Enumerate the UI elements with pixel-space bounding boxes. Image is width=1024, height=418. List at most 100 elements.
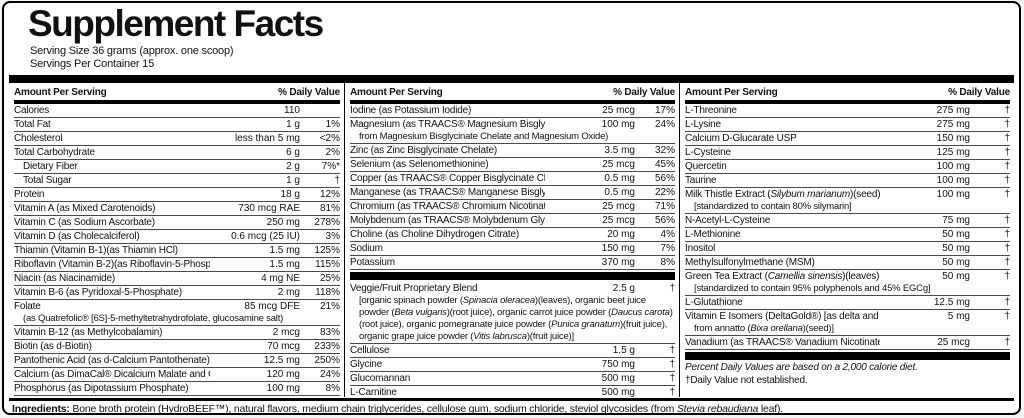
nutrient-amount: 100 mg [601, 119, 635, 130]
nutrient-row: Riboflavin (Vitamin B-2)(as Riboflavin-5… [14, 258, 340, 272]
nutrient-daily-value: 1% [325, 119, 340, 130]
nutrient-row: Vitamin A (as Mixed Carotenoids) 730 mcg … [14, 202, 340, 216]
column-header-dv-label: % Daily Value [278, 87, 340, 98]
nutrient-daily-value: 250% [314, 355, 340, 366]
nutrient-name: Dietary Fiber [23, 161, 78, 172]
nutrient-amount: 50 mg [942, 229, 970, 240]
nutrient-amount: 0.6 mcg (25 IU) [231, 231, 300, 242]
nutrient-daily-value: † [1004, 297, 1010, 308]
nutrient-name: Folate [14, 301, 41, 312]
ingredients-divider-bar [9, 398, 1014, 401]
nutrient-name: N-Acetyl-L-Cysteine [685, 215, 771, 226]
nutrient-name: Selenium (as Selenomethionine) [350, 159, 489, 170]
nutrient-daily-value: † [1004, 229, 1010, 240]
nutrient-name: Veggie/Fruit Proprietary Blend [350, 283, 478, 294]
nutrient-name: Potassium [350, 257, 395, 268]
column-header-amount-label: Amount Per Serving [350, 87, 443, 98]
nutrient-daily-value: 7%* [321, 161, 340, 172]
nutrient-name: Magnesium (as TRAACS® Magnesium Bisglyci… [350, 119, 545, 130]
nutrient-amount: 370 mg [601, 257, 635, 268]
nutrient-daily-value: † [1004, 271, 1010, 282]
nutrient-row: Iodine (as Potassium Iodide) 25 mcg 17% [350, 104, 675, 118]
section-divider-bar [685, 352, 1010, 360]
nutrient-daily-value: † [669, 345, 675, 356]
nutrient-amount: 25 mcg [602, 159, 635, 170]
nutrient-row: Molybdenum (as TRAACS® Molybdenum Glycin… [350, 214, 675, 228]
nutrient-name: Chromium (as TRAACS® Chromium Nicotinate… [350, 201, 545, 212]
nutrient-amount: 2.5 g [612, 283, 635, 294]
nutrient-daily-value: 56% [654, 215, 675, 226]
nutrient-name-continued: [standardized to contain 80% silymarin] [694, 201, 852, 212]
nutrient-name: Manganese (as TRAACS® Manganese Bisglyci… [350, 187, 545, 198]
nutrient-row: Folate 85 mcg DFE 21% (as Quatrefolic® [6S]… [14, 300, 340, 326]
nutrient-daily-value: 278% [314, 217, 340, 228]
nutrient-row: Vanadium (as TRAACS® Vanadium Nicotinate… [685, 336, 1010, 350]
nutrient-name: Quercetin [685, 161, 727, 172]
ingredients-line: Ingredients: Bone broth protein (HydroBE… [12, 403, 1011, 413]
nutrient-row: Quercetin 100 mg † [685, 160, 1010, 174]
column-header: Amount Per Serving % Daily Value [14, 84, 340, 104]
nutrient-row: Methylsulfonylmethane (MSM) 50 mg † [685, 256, 1010, 270]
nutrient-name: Sodium [350, 243, 383, 254]
nutrient-daily-value: 32% [654, 145, 675, 156]
nutrient-daily-value: † [1004, 257, 1010, 268]
nutrient-row: Chromium (as TRAACS® Chromium Nicotinate… [350, 200, 675, 214]
nutrient-row: Vitamin E Isomers (DeltaGold®) [as delta… [685, 310, 1010, 336]
nutrient-name: Taurine [685, 175, 717, 186]
nutrient-row: Pantothenic Acid (as d-Calcium Pantothen… [14, 354, 340, 368]
nutrient-daily-value: 83% [319, 327, 340, 338]
nutrient-amount: 150 mg [601, 243, 635, 254]
nutrient-name: Iodine (as Potassium Iodide) [350, 105, 472, 116]
nutrient-name: Glycine [350, 359, 382, 370]
nutrient-amount: 25 mcg [937, 337, 970, 348]
nutrient-daily-value: 45% [654, 159, 675, 170]
nutrient-name: Milk Thistle Extract (Silybum marianum)(… [685, 189, 880, 200]
nutrient-amount: 0.5 mg [604, 187, 635, 198]
column-header: Amount Per Serving % Daily Value [350, 84, 675, 104]
nutrient-name: Molybdenum (as TRAACS® Molybdenum Glycin… [350, 215, 545, 226]
nutrient-row: Milk Thistle Extract (Silybum marianum)(… [685, 188, 1010, 214]
nutrient-amount: 500 mg [601, 387, 635, 397]
nutrient-name: Vitamin A (as Mixed Carotenoids) [14, 203, 156, 214]
nutrient-name: L-Cysteine [685, 147, 731, 158]
nutrient-row: Niacin (as Niacinamide) 4 mg NE 25% [14, 272, 340, 286]
column-header-dv-label: % Daily Value [613, 87, 675, 98]
nutrient-daily-value: 4% [660, 229, 675, 240]
nutrient-name: Total Fat [14, 119, 51, 130]
nutrient-daily-value: † [1004, 215, 1010, 226]
nutrient-amount: 100 mg [936, 161, 970, 172]
nutrient-amount: 18 g [280, 189, 300, 200]
nutrient-daily-value: 125% [314, 245, 340, 256]
nutrient-row: Choline (as Choline Dihydrogen Citrate) 2… [350, 228, 675, 242]
nutrient-row: Biotin (as d-Biotin) 70 mcg 233% [14, 340, 340, 354]
nutrient-row: Calcium D-Glucarate USP 150 mg † [685, 132, 1010, 146]
nutrient-amount: 85 mcg DFE [244, 301, 300, 312]
nutrient-name: Inositol [685, 243, 716, 254]
nutrient-amount: 150 mg [936, 133, 970, 144]
nutrient-name: Riboflavin (Vitamin B-2)(as Riboflavin-5… [14, 259, 210, 270]
nutrient-name: Cholesterol [14, 133, 63, 144]
nutrient-name-continued: [standardized to contain 95% polyphenols… [694, 283, 931, 294]
nutrient-row: Vitamin B-6 (as Pyridoxal-5-Phosphate) 2 … [14, 286, 340, 300]
nutrient-daily-value: 17% [654, 105, 675, 116]
nutrient-amount: 5 mg [947, 311, 970, 322]
nutrient-name: Glucomannan [350, 373, 411, 384]
nutrient-row: Cholesterol less than 5 mg <2% [14, 132, 340, 146]
nutrient-daily-value: 12% [319, 189, 340, 200]
nutrient-name: Vitamin E Isomers (DeltaGold®) [as delta… [685, 311, 880, 322]
nutrient-daily-value: † [669, 387, 675, 397]
nutrient-row: L-Cysteine 125 mg † [685, 146, 1010, 160]
nutrient-name: Green Tea Extract (Camellia sinensis)(le… [685, 271, 880, 282]
nutrient-row: Total Fat 1 g 1% [14, 118, 340, 132]
nutrient-row: L-Glutathione 12.5 mg † [685, 296, 1010, 310]
nutrient-row: Total Carbohydrate 6 g 2% [14, 146, 340, 160]
facts-column-3: Amount Per Serving % Daily Value L-Threo… [679, 83, 1014, 397]
nutrient-amount: 25 mcg [602, 201, 635, 212]
nutrient-daily-value: † [1004, 189, 1010, 200]
nutrient-name-continued: (as Quatrefolic® [6S]-5-methyltetrahydro… [23, 313, 284, 324]
footnote: †Daily Value not established. [685, 374, 808, 386]
nutrient-name: Vitamin C (as Sodium Ascorbate) [14, 217, 155, 228]
nutrient-row: L-Carnitine 500 mg † [350, 386, 675, 397]
nutrient-name: Vitamin B-6 (as Pyridoxal-5-Phosphate) [14, 287, 182, 298]
